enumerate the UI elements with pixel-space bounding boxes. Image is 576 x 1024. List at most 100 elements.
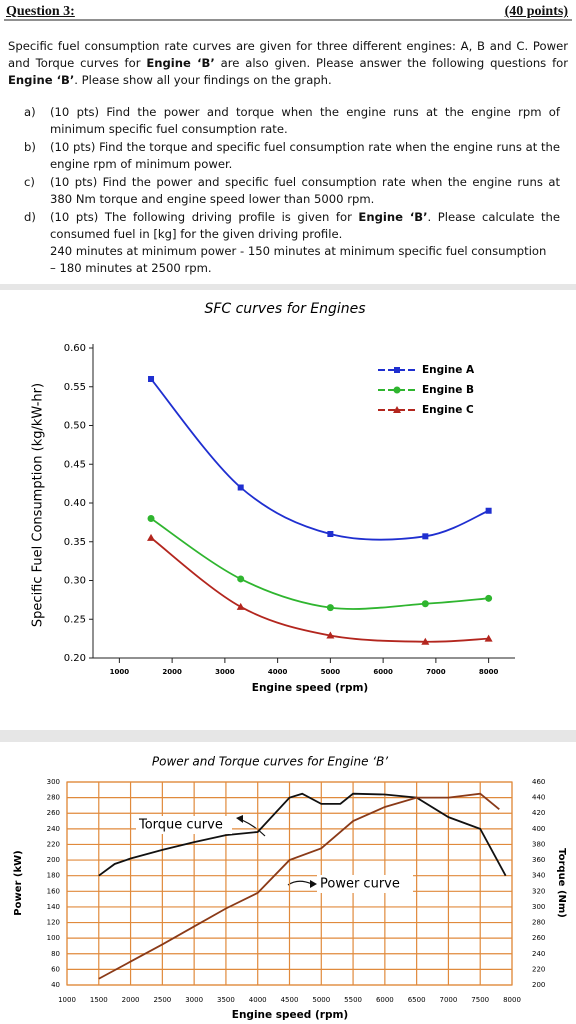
y-tick-label: 140 xyxy=(47,903,60,911)
x-tick-label: 7000 xyxy=(426,668,446,676)
x-tick-label: 5500 xyxy=(344,996,362,1004)
series-line xyxy=(150,517,489,610)
bold-text: Engine ‘B’ xyxy=(358,210,428,224)
marker xyxy=(421,600,429,608)
chart-title: Power and Torque curves for Engine ‘B’ xyxy=(152,755,388,769)
y-tick-label: 0.50 xyxy=(64,421,86,432)
chart-title: SFC curves for Engines xyxy=(204,301,365,317)
y2-tick-label: 440 xyxy=(532,794,545,802)
annotation-bg xyxy=(317,875,413,893)
question-label: d) xyxy=(24,210,36,224)
marker xyxy=(148,376,155,382)
series-line xyxy=(150,537,489,643)
x-tick-label: 6000 xyxy=(376,996,394,1004)
y2-tick-label: 380 xyxy=(532,840,545,848)
marker xyxy=(485,507,492,514)
y2-tick-label: 320 xyxy=(532,887,545,895)
y-tick-label: 120 xyxy=(47,919,60,927)
y2-tick-label: 460 xyxy=(532,778,545,786)
question-text: (10 pts) Find the power and specific fue… xyxy=(50,174,560,208)
y2-tick-label: 360 xyxy=(532,856,545,864)
question-label: a) xyxy=(24,105,36,119)
y-tick-label: 100 xyxy=(47,934,60,942)
y2-tick-label: 200 xyxy=(532,981,545,989)
text: . Please calculate the consumed fuel in … xyxy=(50,210,560,241)
y2-tick-label: 280 xyxy=(532,919,545,927)
x-tick-label: 3000 xyxy=(215,668,235,676)
annotation-arrow xyxy=(287,880,313,886)
question: c) (10 pts) Find the power and specific f… xyxy=(24,174,560,208)
text: (10 pts) Find the torque and specific fu… xyxy=(50,140,560,171)
marker xyxy=(422,533,429,540)
marker xyxy=(485,594,493,602)
y2-axis-label: Torque (Nm) xyxy=(556,848,567,918)
x-tick-label: 3000 xyxy=(185,996,203,1004)
marker xyxy=(236,602,245,610)
x-tick-label: 2000 xyxy=(162,668,182,676)
marker xyxy=(394,367,400,373)
x-tick-label: 4000 xyxy=(268,668,288,676)
x-tick-label: 8000 xyxy=(479,668,499,676)
separator xyxy=(0,730,576,742)
marker xyxy=(393,386,401,394)
text: are also given. Please answer the follow… xyxy=(214,56,569,70)
x-tick-label: 8000 xyxy=(503,996,521,1004)
legend-label: Engine B xyxy=(422,384,474,396)
x-tick-label: 6000 xyxy=(373,668,393,676)
marker xyxy=(326,604,334,612)
y2-tick-label: 420 xyxy=(532,809,545,817)
y-tick-label: 260 xyxy=(47,809,60,817)
annotation: Power curve xyxy=(320,877,400,892)
series-line xyxy=(150,378,489,541)
y-tick-label: 180 xyxy=(47,872,60,880)
y-tick-label: 60 xyxy=(51,965,60,973)
question-text: (10 pts) Find the power and torque when … xyxy=(50,104,560,138)
bold-text: Engine ‘B’ xyxy=(8,73,75,87)
annotation-arrow-head xyxy=(236,815,243,823)
y2-tick-label: 340 xyxy=(532,872,545,880)
y-tick-label: 0.30 xyxy=(64,576,86,587)
question: d) (10 pts) The following driving profile… xyxy=(24,209,560,277)
y-tick-label: 0.25 xyxy=(64,614,86,625)
text: . Please show all your findings on the g… xyxy=(74,73,332,87)
x-tick-label: 6500 xyxy=(408,996,426,1004)
y-axis-label: Specific Fuel Consumption (kg/kW-hr) xyxy=(31,383,46,627)
y-tick-label: 220 xyxy=(47,840,60,848)
y-tick-label: 160 xyxy=(47,887,60,895)
marker xyxy=(327,531,334,537)
question-line: 240 minutes at minimum power - 150 minut… xyxy=(50,244,547,258)
x-tick-label: 5000 xyxy=(321,668,341,676)
y2-tick-label: 240 xyxy=(532,950,545,958)
x-tick-label: 7500 xyxy=(471,996,489,1004)
question-points: (40 points) xyxy=(504,4,568,19)
y-tick-label: 240 xyxy=(47,825,60,833)
y-tick-label: 0.40 xyxy=(64,498,86,509)
x-tick-label: 1000 xyxy=(58,996,76,1004)
y-tick-label: 0.45 xyxy=(64,459,86,470)
x-tick-label: 1000 xyxy=(110,668,130,676)
x-tick-label: 1500 xyxy=(90,996,108,1004)
marker xyxy=(147,533,156,541)
bold-text: Engine ‘B’ xyxy=(146,56,215,70)
series-line xyxy=(98,792,500,980)
y-tick-label: 280 xyxy=(47,794,60,802)
y-tick-label: 40 xyxy=(51,981,60,989)
y-tick-label: 300 xyxy=(47,778,60,786)
x-tick-label: 4500 xyxy=(281,996,299,1004)
text: Specific fuel consumption rate curves ar… xyxy=(8,39,568,70)
question-line: – 180 minutes at 2500 rpm. xyxy=(50,261,212,275)
x-tick-label: 5000 xyxy=(312,996,330,1004)
marker xyxy=(326,631,335,639)
legend-label: Engine A xyxy=(422,364,475,376)
y-tick-label: 0.20 xyxy=(64,653,86,664)
series-line xyxy=(98,792,507,877)
y2-tick-label: 400 xyxy=(532,825,545,833)
marker xyxy=(237,575,245,583)
text: (10 pts) Find the power and torque when … xyxy=(50,105,560,136)
y-tick-label: 200 xyxy=(47,856,60,864)
y-axis-label: Power (kW) xyxy=(13,850,24,915)
x-tick-label: 7000 xyxy=(440,996,458,1004)
plot-frame xyxy=(66,781,513,986)
y2-tick-label: 300 xyxy=(532,903,545,911)
